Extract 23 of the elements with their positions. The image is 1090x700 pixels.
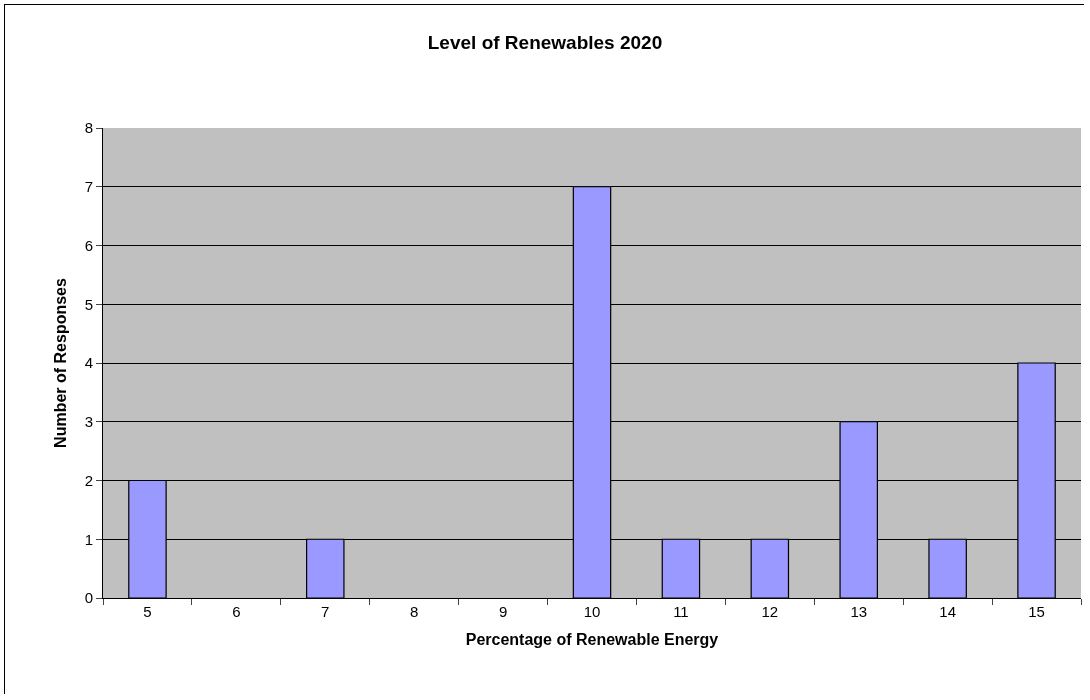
- y-tick-label: 1: [84, 530, 93, 548]
- x-tick-label: 15: [1028, 603, 1045, 620]
- x-tick-label: 5: [143, 603, 152, 620]
- x-tick-label: 9: [498, 603, 508, 620]
- y-tick-label: 7: [84, 178, 93, 195]
- x-tick-label: 13: [850, 603, 868, 620]
- x-tick-label: 12: [761, 603, 779, 620]
- y-tick-label: 5: [84, 295, 93, 313]
- y-tick-label: 0: [84, 589, 93, 607]
- x-tick-label: 6: [232, 603, 241, 620]
- y-tick-label: 6: [84, 236, 93, 254]
- y-tick-label: 2: [84, 471, 93, 489]
- x-axis-title: Percentage of Renewable Energy: [465, 630, 719, 648]
- y-tick-label: 3: [84, 413, 93, 430]
- y-tick-label: 8: [84, 119, 93, 137]
- x-tick-label: 7: [321, 603, 330, 620]
- x-tick-label: 10: [583, 603, 601, 620]
- y-tick-label: 4: [84, 354, 93, 372]
- y-axis-title: Number of Responses: [51, 277, 69, 448]
- x-tick-label: 14: [939, 603, 956, 620]
- chart-title: Level of Renewables 2020: [427, 32, 663, 54]
- x-tick-label: 11: [673, 603, 689, 620]
- x-tick-label: 8: [410, 603, 419, 620]
